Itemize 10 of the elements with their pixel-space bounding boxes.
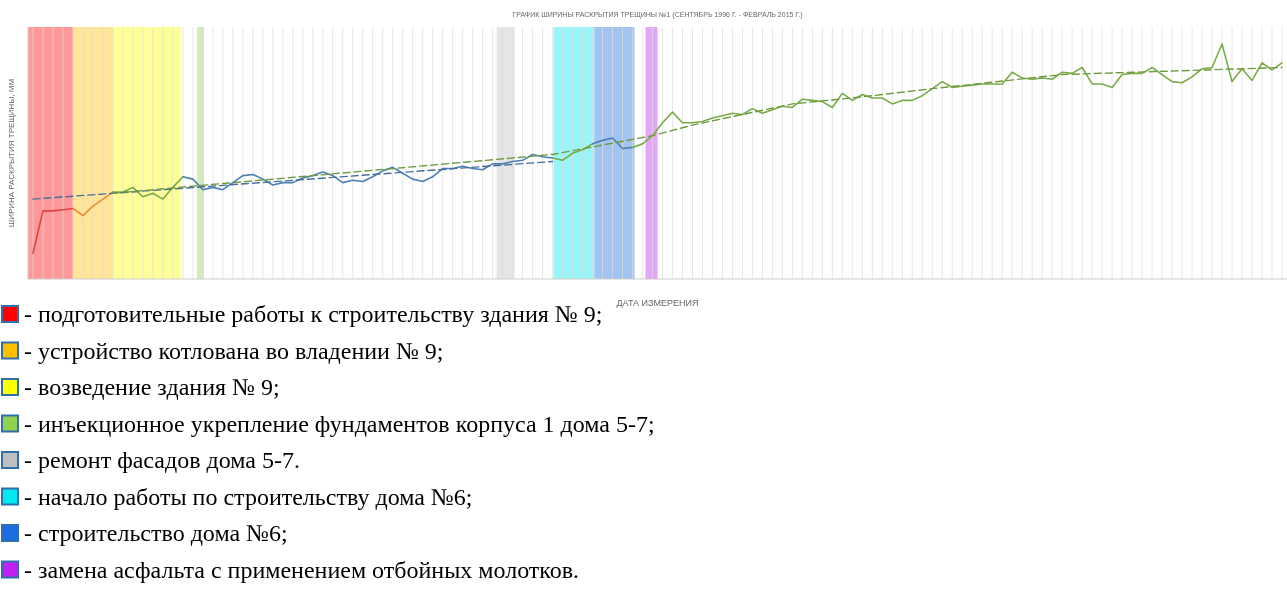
text: - строительство дома №6; — [24, 520, 288, 546]
text: - подготовительные работы к строительству здания № 9; — [24, 301, 603, 327]
text: - начало работы по строительству дома №6; — [24, 483, 473, 510]
text: - замена асфальта с применением отбойных молотков. — [24, 556, 580, 583]
text: - инъекционное укрепление фундаментов корпуса 1 дома 5-7; — [24, 410, 655, 437]
y-axis-title: ШИРИНА РАСКРЫТИЯ ТРЕЩИНЫ, ММ — [7, 78, 16, 228]
x-axis-title: ДАТА ИЗМЕРЕНИЯ — [616, 298, 699, 308]
text: - ремонт фасадов дома 5-7. — [24, 447, 300, 473]
text: - возведение здания № 9; — [24, 374, 280, 400]
text: - устройство котлована во владении № 9; — [24, 337, 444, 364]
